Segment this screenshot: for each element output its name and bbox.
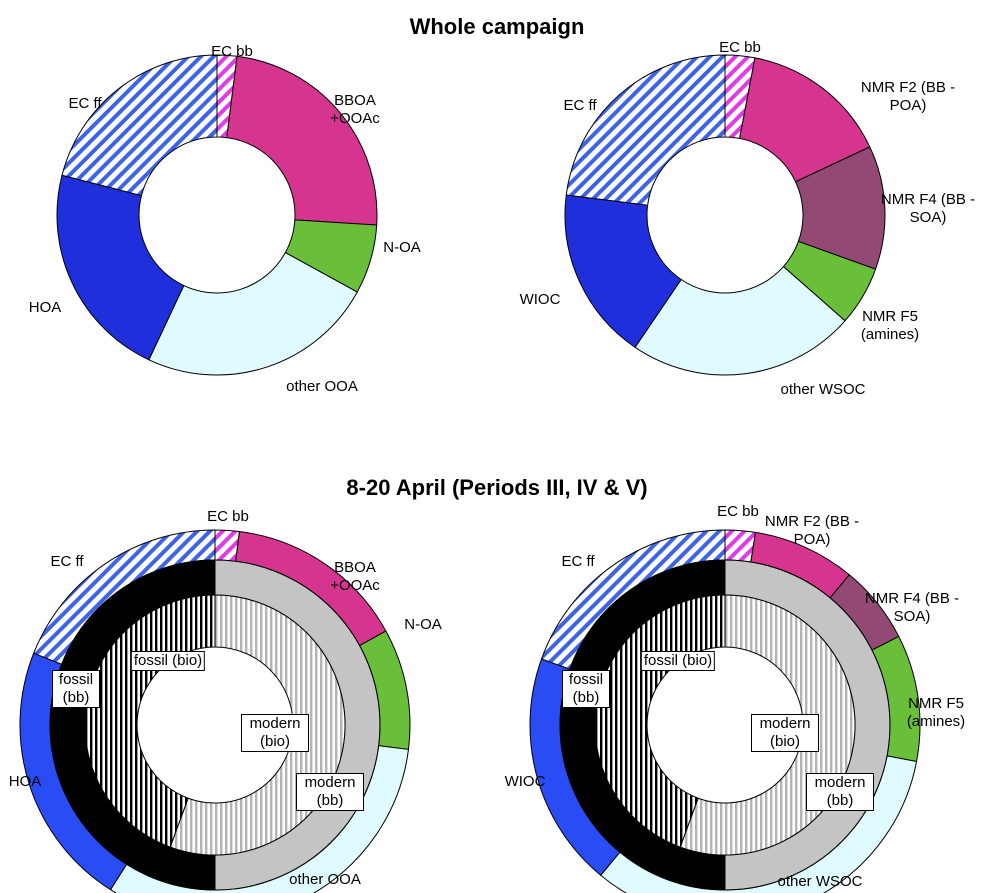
segment (564, 194, 682, 349)
segment-label: EC bb (717, 503, 759, 520)
segment-label: EC bb (207, 508, 249, 525)
segment-label: NMR F2 (BB - POA) (764, 513, 860, 548)
segment-label: HOA (8, 773, 42, 790)
chart-title: 8-20 April (Periods III, IV & V) (346, 475, 648, 500)
segment (634, 265, 846, 376)
segment-label: EC ff (561, 553, 595, 570)
segment (739, 57, 871, 183)
segment-label: HOA (28, 299, 62, 316)
segment-label: modern (bio) (751, 714, 819, 752)
segment (56, 174, 185, 361)
donut (56, 54, 378, 376)
segment-label: NMR F2 (BB - POA) (860, 79, 956, 114)
segment-label: EC ff (68, 95, 102, 112)
donut (564, 54, 886, 376)
segment-label: EC bb (719, 39, 761, 56)
segment-label: N-OA (404, 616, 442, 633)
segment-label: modern (bb) (296, 773, 364, 811)
segment (148, 251, 358, 376)
segment-label: EC ff (563, 97, 597, 114)
segment-label: other OOA (286, 378, 358, 395)
segment-label: NMR F4 (BB - SOA) (864, 590, 960, 625)
segment-label: other OOA (289, 871, 361, 888)
segment-label: BBOA +OOAc (330, 92, 380, 127)
segment (226, 55, 378, 226)
segment-label: fossil (bb) (52, 670, 100, 708)
segment (594, 594, 726, 848)
segment-label: other WSOC (777, 873, 863, 890)
segment-label: NMR F4 (BB - SOA) (880, 191, 976, 226)
segment-label: fossil (bio) (130, 651, 206, 671)
chart-title: Whole campaign (409, 14, 585, 39)
donut (529, 529, 921, 893)
segment-label: other WSOC (780, 381, 866, 398)
segment-label: BBOA +OOAc (330, 559, 380, 594)
segment-label: N-OA (383, 239, 421, 256)
segment-label: WIOC (504, 773, 546, 790)
segment-label: modern (bb) (806, 773, 874, 811)
segment (61, 54, 218, 197)
segment-label: EC ff (50, 553, 84, 570)
segment-label: modern (bio) (241, 714, 309, 752)
segment-label: fossil (bb) (562, 670, 610, 708)
segment (724, 529, 757, 563)
segment (84, 594, 216, 848)
segment-label: NMR F5 (amines) (906, 695, 966, 730)
segment-label: fossil (bio) (640, 651, 716, 671)
segment (565, 54, 726, 206)
segment-label: EC bb (211, 43, 253, 60)
segment-label: WIOC (519, 291, 561, 308)
segment-label: NMR F5 (amines) (860, 308, 920, 343)
